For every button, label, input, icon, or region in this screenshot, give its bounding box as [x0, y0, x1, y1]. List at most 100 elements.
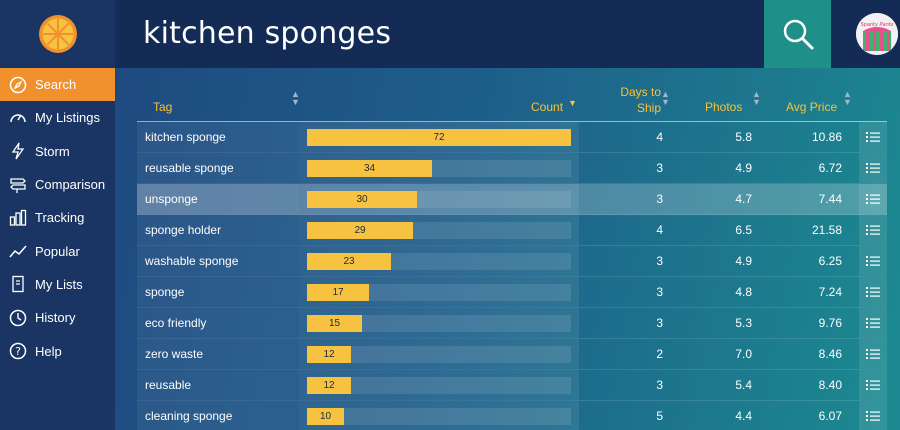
avatar-image: Sparky Pants — [856, 13, 898, 55]
add-to-list-button[interactable] — [859, 277, 887, 307]
avg-price-cell: 8.46 — [818, 347, 842, 361]
list-icon — [866, 380, 880, 390]
table-row[interactable]: reusable sponge 34 3 4.9 6.72 — [137, 153, 887, 184]
count-bar-track: 72 — [307, 129, 571, 146]
sidebar-item-comparison[interactable]: Comparison — [0, 168, 115, 201]
count-bar: 17 — [307, 284, 369, 301]
sidebar-item-label: Help — [35, 343, 62, 359]
photos-cell: 4.9 — [735, 161, 752, 175]
avg-price-cell: 7.24 — [818, 285, 842, 299]
sidebar-item-help[interactable]: ? Help — [0, 334, 115, 367]
table-row[interactable]: zero waste 12 2 7.0 8.46 — [137, 339, 887, 370]
tag-cell[interactable]: zero waste — [137, 339, 299, 369]
tag-cell[interactable]: eco friendly — [137, 308, 299, 338]
sidebar-item-popular[interactable]: Popular — [0, 234, 115, 267]
compass-icon — [8, 75, 28, 95]
sidebar-item-storm[interactable]: Storm — [0, 135, 115, 168]
days-to-ship-cell: 3 — [656, 161, 663, 175]
add-to-list-button[interactable] — [859, 339, 887, 369]
sort-arrows-icon[interactable]: ▲ ▼ — [752, 89, 761, 107]
tag-cell[interactable]: sponge holder — [137, 215, 299, 245]
table-row[interactable]: eco friendly 15 3 5.3 9.76 — [137, 308, 887, 339]
sort-arrows-icon[interactable]: ▲ ▼ — [843, 89, 852, 107]
sidebar-item-search[interactable]: Search — [0, 68, 115, 102]
tag-cell[interactable]: reusable sponge — [137, 153, 299, 183]
sidebar-item-label: History — [35, 310, 76, 326]
column-header-count[interactable]: Count ▼ — [531, 98, 577, 115]
column-header-days[interactable]: Days to Ship — [607, 80, 661, 116]
header-label-photos: Photos — [705, 100, 743, 114]
clock-icon — [8, 308, 28, 328]
add-to-list-button[interactable] — [859, 153, 887, 183]
days-to-ship-cell: 3 — [656, 378, 663, 392]
count-bar-track: 15 — [307, 315, 571, 332]
table-row[interactable]: washable sponge 23 3 4.9 6.25 — [137, 246, 887, 277]
sidebar-item-my-lists[interactable]: My Lists — [0, 268, 115, 301]
tag-cell[interactable]: unsponge — [137, 184, 299, 214]
count-bar: 30 — [307, 191, 417, 208]
add-to-list-button[interactable] — [859, 215, 887, 245]
days-to-ship-cell: 2 — [656, 347, 663, 361]
sidebar-item-history[interactable]: History — [0, 301, 115, 334]
search-button[interactable] — [764, 0, 831, 68]
sort-arrows-icon[interactable]: ▲ ▼ — [661, 89, 670, 107]
table-row[interactable]: kitchen sponge 72 4 5.8 10.86 — [137, 122, 887, 153]
add-to-list-button[interactable] — [859, 246, 887, 276]
logo[interactable] — [0, 0, 115, 68]
count-bar: 23 — [307, 253, 391, 270]
table-row[interactable]: reusable 12 3 5.4 8.40 — [137, 370, 887, 401]
bar-chart-icon — [8, 208, 28, 228]
signpost-icon — [8, 175, 28, 195]
avatar[interactable]: Sparky Pants — [856, 13, 898, 55]
days-to-ship-cell: 3 — [656, 316, 663, 330]
add-to-list-button[interactable] — [859, 184, 887, 214]
avg-price-cell: 8.40 — [818, 378, 842, 392]
photos-cell: 5.3 — [735, 316, 752, 330]
table-row[interactable]: unsponge 30 3 4.7 7.44 — [137, 184, 887, 215]
tag-cell[interactable]: washable sponge — [137, 246, 299, 276]
column-header-photos[interactable]: Photos — [705, 98, 742, 114]
days-to-ship-cell: 5 — [656, 409, 663, 423]
search-icon — [783, 19, 813, 50]
count-bar-track: 30 — [307, 191, 571, 208]
sidebar-item-label: Search — [35, 77, 77, 93]
sidebar-item-my-listings[interactable]: My Listings — [0, 101, 115, 134]
sidebar-item-tracking[interactable]: Tracking — [0, 201, 115, 234]
sidebar-item-label: My Lists — [35, 276, 83, 292]
tag-cell[interactable]: reusable — [137, 370, 299, 400]
days-to-ship-cell: 4 — [656, 223, 663, 237]
add-to-list-button[interactable] — [859, 122, 887, 152]
column-header-price[interactable]: Avg Price — [786, 98, 837, 114]
tag-cell[interactable]: cleaning sponge — [137, 401, 299, 430]
column-header-tag[interactable]: Tag — [153, 98, 172, 114]
lightning-icon — [8, 141, 28, 161]
avg-price-cell: 21.58 — [811, 223, 842, 237]
count-bar: 10 — [307, 408, 344, 425]
photos-cell: 5.8 — [735, 130, 752, 144]
list-icon — [866, 349, 880, 359]
table-row[interactable]: sponge 17 3 4.8 7.24 — [137, 277, 887, 308]
main-panel: Tag ▲ ▼ Count ▼ Days to Ship ▲ ▼ Photos ▲ ▼… — [115, 68, 900, 430]
sort-desc-icon: ▼ — [568, 98, 577, 108]
photos-cell: 4.9 — [735, 254, 752, 268]
table-header: Tag ▲ ▼ Count ▼ Days to Ship ▲ ▼ Photos ▲ ▼… — [137, 76, 887, 122]
avg-price-cell: 10.86 — [811, 130, 842, 144]
count-bar: 12 — [307, 346, 351, 363]
trend-icon — [8, 241, 28, 261]
sidebar-item-label: My Listings — [35, 110, 101, 126]
add-to-list-button[interactable] — [859, 401, 887, 430]
add-to-list-button[interactable] — [859, 308, 887, 338]
table-row[interactable]: cleaning sponge 10 5 4.4 6.07 — [137, 401, 887, 430]
tag-cell[interactable]: kitchen sponge — [137, 122, 299, 152]
count-bar: 72 — [307, 129, 571, 146]
table-row[interactable]: sponge holder 29 4 6.5 21.58 — [137, 215, 887, 246]
list-icon — [866, 194, 880, 204]
add-to-list-button[interactable] — [859, 370, 887, 400]
header: kitchen sponges Sparky Pants — [115, 0, 900, 68]
count-bar-track: 12 — [307, 346, 571, 363]
search-query[interactable]: kitchen sponges — [143, 16, 392, 51]
sort-arrows-icon[interactable]: ▲ ▼ — [291, 89, 300, 107]
count-bar-track: 23 — [307, 253, 571, 270]
tag-cell[interactable]: sponge — [137, 277, 299, 307]
photos-cell: 6.5 — [735, 223, 752, 237]
